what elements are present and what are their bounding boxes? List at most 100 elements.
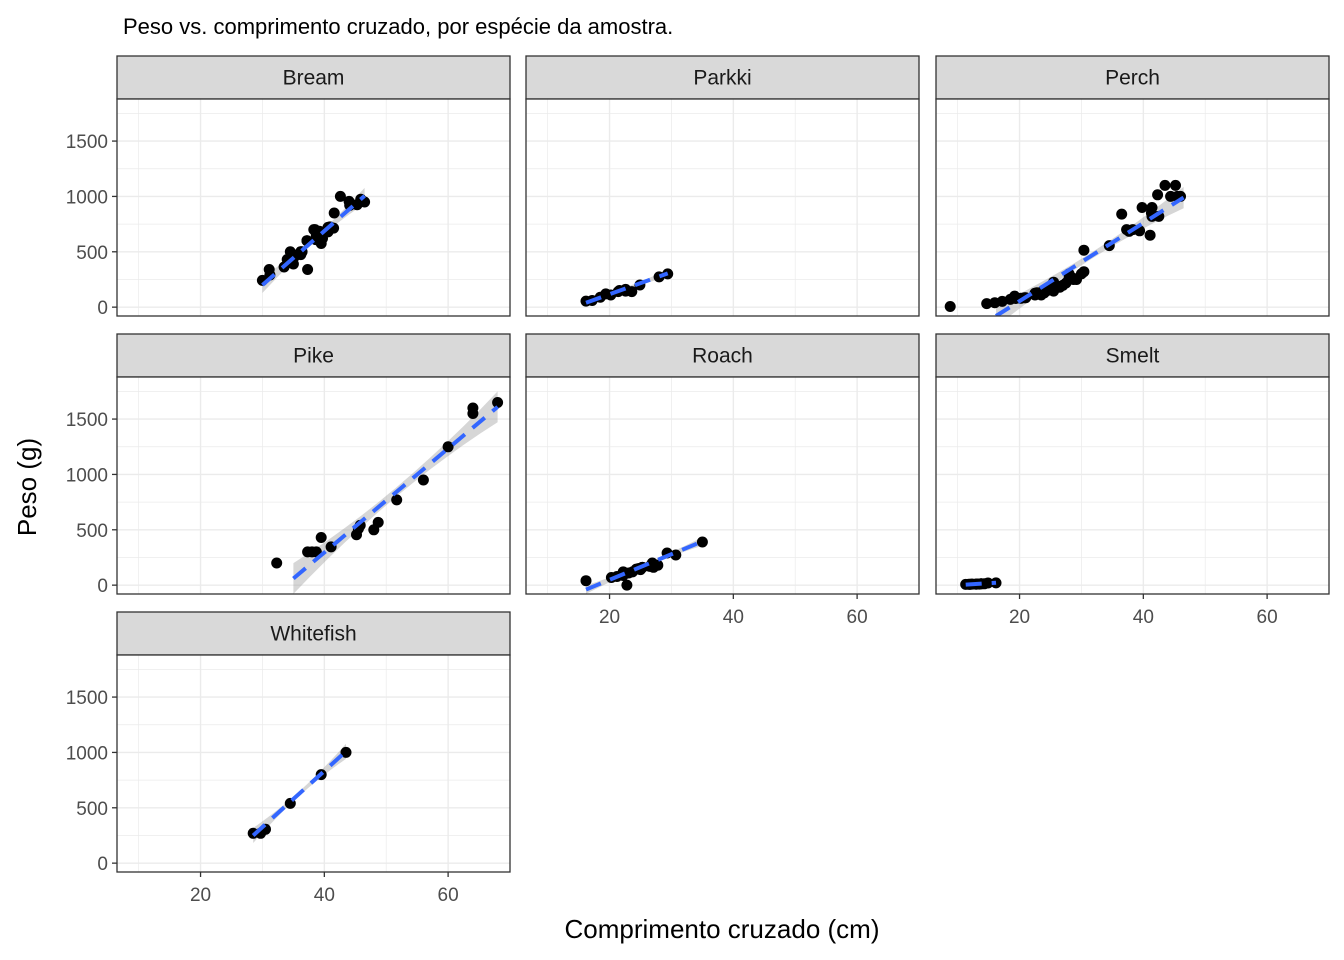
y-tick-label: 1500 [66,132,108,153]
chart-title: Peso vs. comprimento cruzado, por espéci… [123,14,673,39]
y-tick-label: 0 [97,298,108,319]
panel-plot-area [580,536,708,594]
panel-plot-area [580,268,674,307]
data-point [696,536,708,548]
facet-strip-label: Bream [283,67,345,90]
facet-strip [116,333,511,378]
facet-roach: Roach 20 40 60 [525,333,920,628]
facet-perch: Perch [935,55,1330,317]
facet-strip-label: Whitefish [270,623,356,646]
data-point [271,557,283,569]
data-point [580,575,592,587]
panel-background [936,99,1329,316]
y-tick-label: 1500 [66,688,108,709]
panel-border [935,376,1330,595]
data-point [442,441,454,453]
data-point [302,264,314,275]
y-tick-label: 1500 [66,410,108,431]
data-point [334,190,346,202]
data-point [621,579,633,591]
facet-smelt: Smelt 20 40 60 [935,333,1330,628]
data-points [271,397,504,569]
panel-plot-area [247,743,352,843]
y-tick-label: 1000 [66,465,108,486]
facet-parkki: Parkki [525,55,920,317]
panel-background [526,99,919,316]
x-tick-label: 20 [1009,607,1030,628]
x-tick-label: 60 [847,607,868,628]
data-point [1170,179,1181,191]
x-tick-label: 40 [314,885,335,906]
fit-line [585,271,669,305]
x-tick-label: 20 [190,885,211,906]
panel-grid [117,377,510,594]
data-point [670,549,682,561]
y-tick-label: 1000 [66,743,108,764]
facet-strip-label: Pike [293,345,334,368]
panel-background [117,377,510,594]
y-tick-label: 1000 [66,187,108,208]
fit-line [251,749,348,837]
panel-grid [526,99,919,316]
fit-line [994,195,1185,316]
panel-grid [526,377,919,594]
panel-plot-area [944,179,1186,316]
panel-background [117,655,510,872]
y-tick-label: 0 [97,854,108,875]
y-tick-label: 500 [76,243,108,264]
facet-strip [525,55,920,100]
x-axis-title: Comprimento cruzado (cm) [565,914,880,944]
data-point [626,286,638,298]
panel-grid [117,655,510,872]
fit-line [965,580,997,587]
data-point [1136,202,1148,213]
facet-whitefish: Whitefish 0 500 1000 1500 20 40 60 [66,611,511,906]
data-point [1144,229,1156,241]
data-point [1152,189,1164,201]
facet-strip [116,55,511,100]
data-point [1078,266,1090,278]
x-tick-label: 40 [723,607,744,628]
data-point [1116,208,1128,220]
panel-border [116,654,511,873]
panel-background [117,99,510,316]
facet-strip-label: Parkki [693,67,751,90]
x-tick-label: 40 [1133,607,1154,628]
panel-plot-area [271,391,504,594]
facet-strip-label: Smelt [1106,345,1160,368]
data-point [1159,179,1171,191]
data-point [944,301,956,312]
x-tick-label: 20 [599,607,620,628]
data-point [981,298,993,310]
data-point [263,264,275,275]
panel-border [116,98,511,317]
facet-panels: Bream 0 500 1000 1500 Parkki Perch Pike 0 500 1000… [66,55,1330,906]
panel-border [116,376,511,595]
panel-grid [117,99,510,316]
data-point [492,397,504,408]
data-point [328,207,340,219]
data-point [1078,244,1090,256]
x-tick-label: 60 [438,885,459,906]
data-point [417,474,429,486]
data-point [982,577,994,589]
panel-grid [936,377,1329,594]
panel-plot-area [256,187,371,293]
panel-border [525,376,920,595]
fit-line [261,194,366,287]
y-tick-label: 500 [76,521,108,542]
panel-border [525,98,920,317]
fit-line [292,405,499,581]
data-point [315,532,327,543]
y-tick-label: 500 [76,799,108,820]
data-point [652,559,664,571]
y-tick-label: 0 [97,576,108,597]
data-point [340,746,352,758]
data-point [467,408,479,419]
facet-strip [116,611,511,656]
facet-strip-label: Perch [1105,67,1160,90]
data-point [372,516,384,528]
facet-strip-label: Roach [692,345,753,368]
data-point [391,494,403,506]
